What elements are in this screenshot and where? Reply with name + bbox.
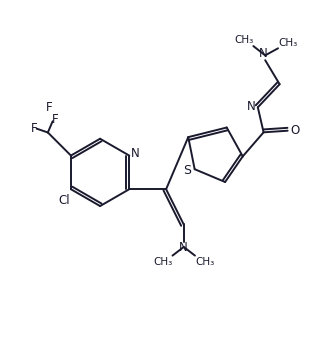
- Text: S: S: [184, 164, 192, 177]
- Text: N: N: [179, 242, 188, 254]
- Text: N: N: [246, 100, 255, 113]
- Text: Cl: Cl: [58, 194, 70, 207]
- Text: CH₃: CH₃: [195, 257, 214, 267]
- Text: O: O: [290, 124, 299, 137]
- Text: CH₃: CH₃: [235, 35, 254, 45]
- Text: F: F: [31, 122, 38, 135]
- Text: F: F: [46, 101, 53, 114]
- Text: N: N: [131, 148, 139, 160]
- Text: CH₃: CH₃: [153, 257, 173, 267]
- Text: CH₃: CH₃: [279, 38, 298, 48]
- Text: F: F: [52, 112, 58, 126]
- Text: N: N: [259, 47, 268, 60]
